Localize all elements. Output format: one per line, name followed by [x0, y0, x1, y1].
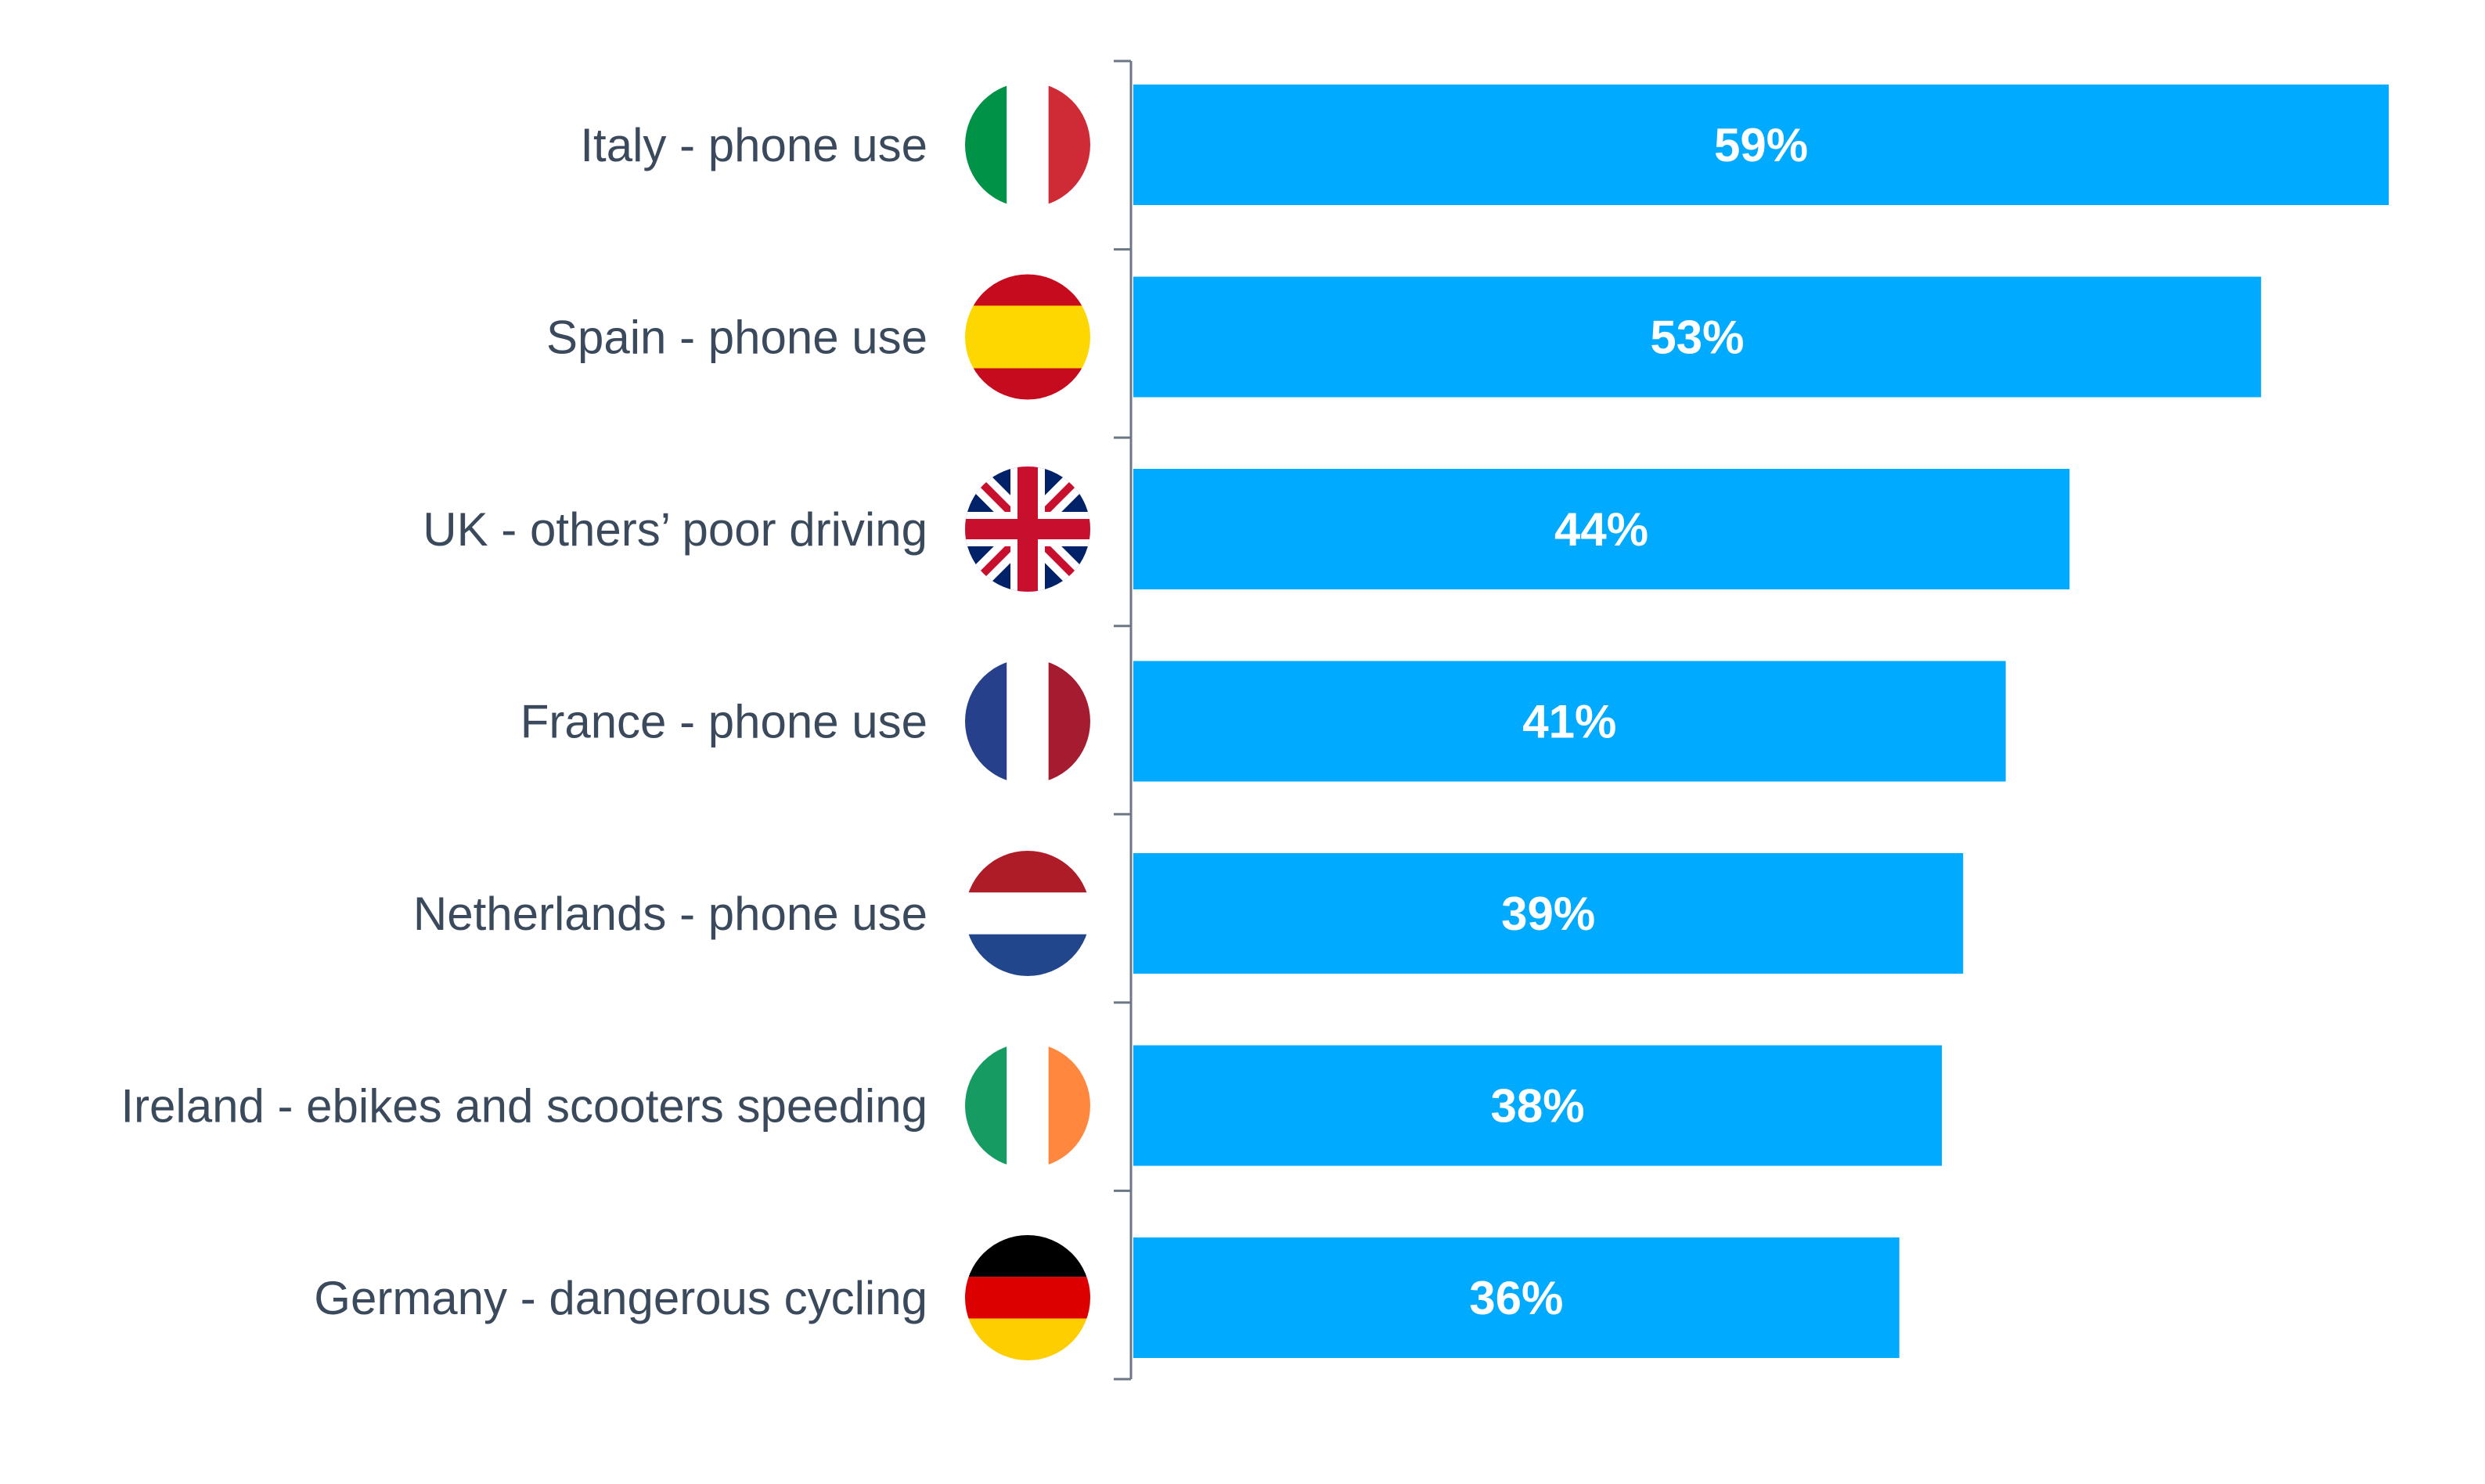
bar-row: 53% Spain - phone use — [546, 274, 2261, 400]
bar-row: 38% Ireland - ebikes and scooters speedin… — [121, 1043, 1943, 1169]
value-label: 53% — [1650, 312, 1744, 364]
category-label: Ireland - ebikes and scooters speeding — [121, 1080, 927, 1133]
category-label: Germany - dangerous cycling — [314, 1272, 927, 1324]
uk-flag-icon — [965, 466, 1090, 592]
value-label: 59% — [1714, 119, 1808, 171]
bar-row: 41% France - phone use — [520, 658, 2006, 784]
bar — [1133, 469, 2070, 589]
netherlands-flag-icon — [965, 851, 1090, 976]
bar-row: 44% UK - others’ poor driving — [423, 466, 2070, 592]
value-label: 44% — [1554, 503, 1648, 556]
italy-flag-icon — [965, 82, 1090, 207]
category-label: France - phone use — [520, 696, 927, 748]
bar — [1133, 276, 2261, 398]
value-label: 38% — [1490, 1080, 1584, 1133]
category-label: Netherlands - phone use — [413, 888, 927, 940]
bar-row: 36% Germany - dangerous cycling — [314, 1235, 1900, 1360]
bar-row: 39% Netherlands - phone use — [413, 851, 1964, 976]
bar — [1133, 1237, 1900, 1358]
category-label: UK - others’ poor driving — [423, 503, 927, 556]
germany-flag-icon — [965, 1235, 1090, 1360]
category-label: Spain - phone use — [546, 312, 927, 364]
bar — [1133, 853, 1964, 974]
bar — [1133, 85, 2389, 205]
bar — [1133, 661, 2006, 782]
spain-flag-icon — [965, 274, 1090, 400]
bar-row: 59% Italy - phone use — [580, 82, 2389, 207]
value-label: 41% — [1522, 696, 1616, 748]
france-flag-icon — [965, 658, 1090, 784]
value-label: 39% — [1501, 888, 1595, 940]
value-label: 36% — [1469, 1272, 1563, 1324]
ireland-flag-icon — [965, 1043, 1090, 1169]
category-label: Italy - phone use — [580, 119, 927, 171]
bar — [1133, 1045, 1943, 1166]
